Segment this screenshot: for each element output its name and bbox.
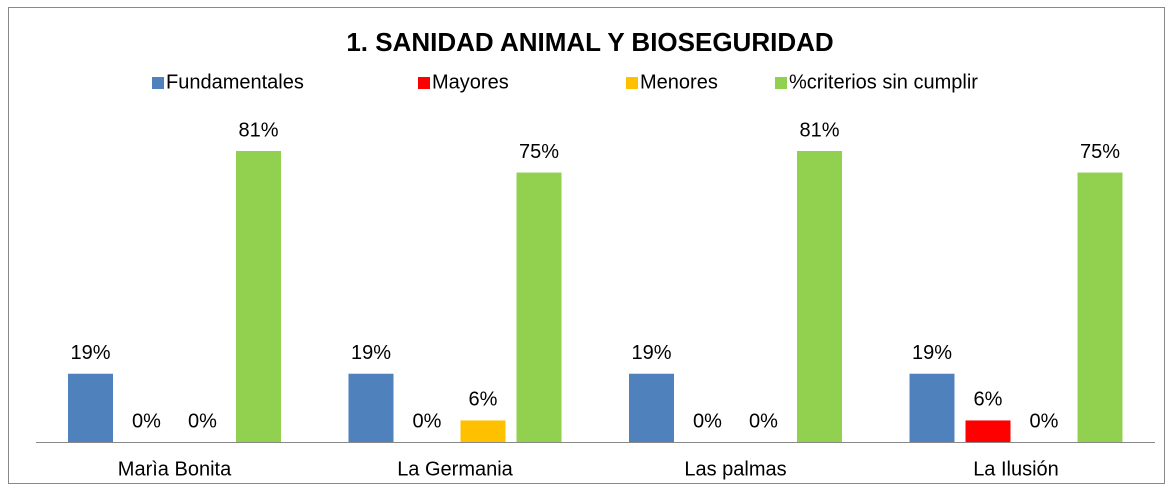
data-label: 0% — [749, 410, 778, 432]
data-label: 81% — [238, 119, 278, 141]
legend-label: Fundamentales — [166, 71, 304, 93]
legend-swatch — [152, 77, 164, 89]
legend-swatch — [418, 77, 430, 89]
legend-label: Mayores — [432, 71, 509, 93]
bar — [629, 373, 674, 442]
data-label: 19% — [631, 342, 671, 364]
x-tick-label: La Ilusión — [973, 458, 1059, 480]
data-label: 81% — [799, 119, 839, 141]
legend-label: Menores — [640, 71, 718, 93]
bar — [516, 172, 562, 443]
data-label: 75% — [519, 141, 559, 163]
bar — [1077, 172, 1123, 443]
bar — [348, 373, 394, 442]
x-tick-label: Las palmas — [684, 458, 786, 480]
data-label: 6% — [469, 389, 498, 411]
bar — [68, 373, 113, 442]
bar — [965, 420, 1011, 442]
legend-swatch — [626, 77, 638, 89]
bar — [909, 373, 955, 442]
chart-title: 1. SANIDAD ANIMAL Y BIOSEGURIDAD — [346, 27, 833, 57]
data-label: 19% — [351, 342, 391, 364]
data-label: 0% — [188, 410, 217, 432]
bar — [460, 420, 506, 442]
data-label: 0% — [1030, 410, 1059, 432]
data-label: 0% — [693, 410, 722, 432]
data-label: 6% — [974, 389, 1003, 411]
x-tick-label: La Germania — [397, 458, 513, 480]
data-label: 0% — [132, 410, 161, 432]
data-label: 19% — [70, 342, 110, 364]
data-label: 19% — [912, 342, 952, 364]
chart-frame — [8, 7, 1165, 484]
x-tick-label: Marìa Bonita — [118, 458, 232, 480]
data-label: 0% — [413, 410, 442, 432]
bar — [236, 151, 281, 442]
bar — [797, 151, 842, 442]
legend-label: %criterios sin cumplir — [789, 71, 978, 93]
legend-swatch — [775, 77, 787, 89]
data-label: 75% — [1080, 141, 1120, 163]
